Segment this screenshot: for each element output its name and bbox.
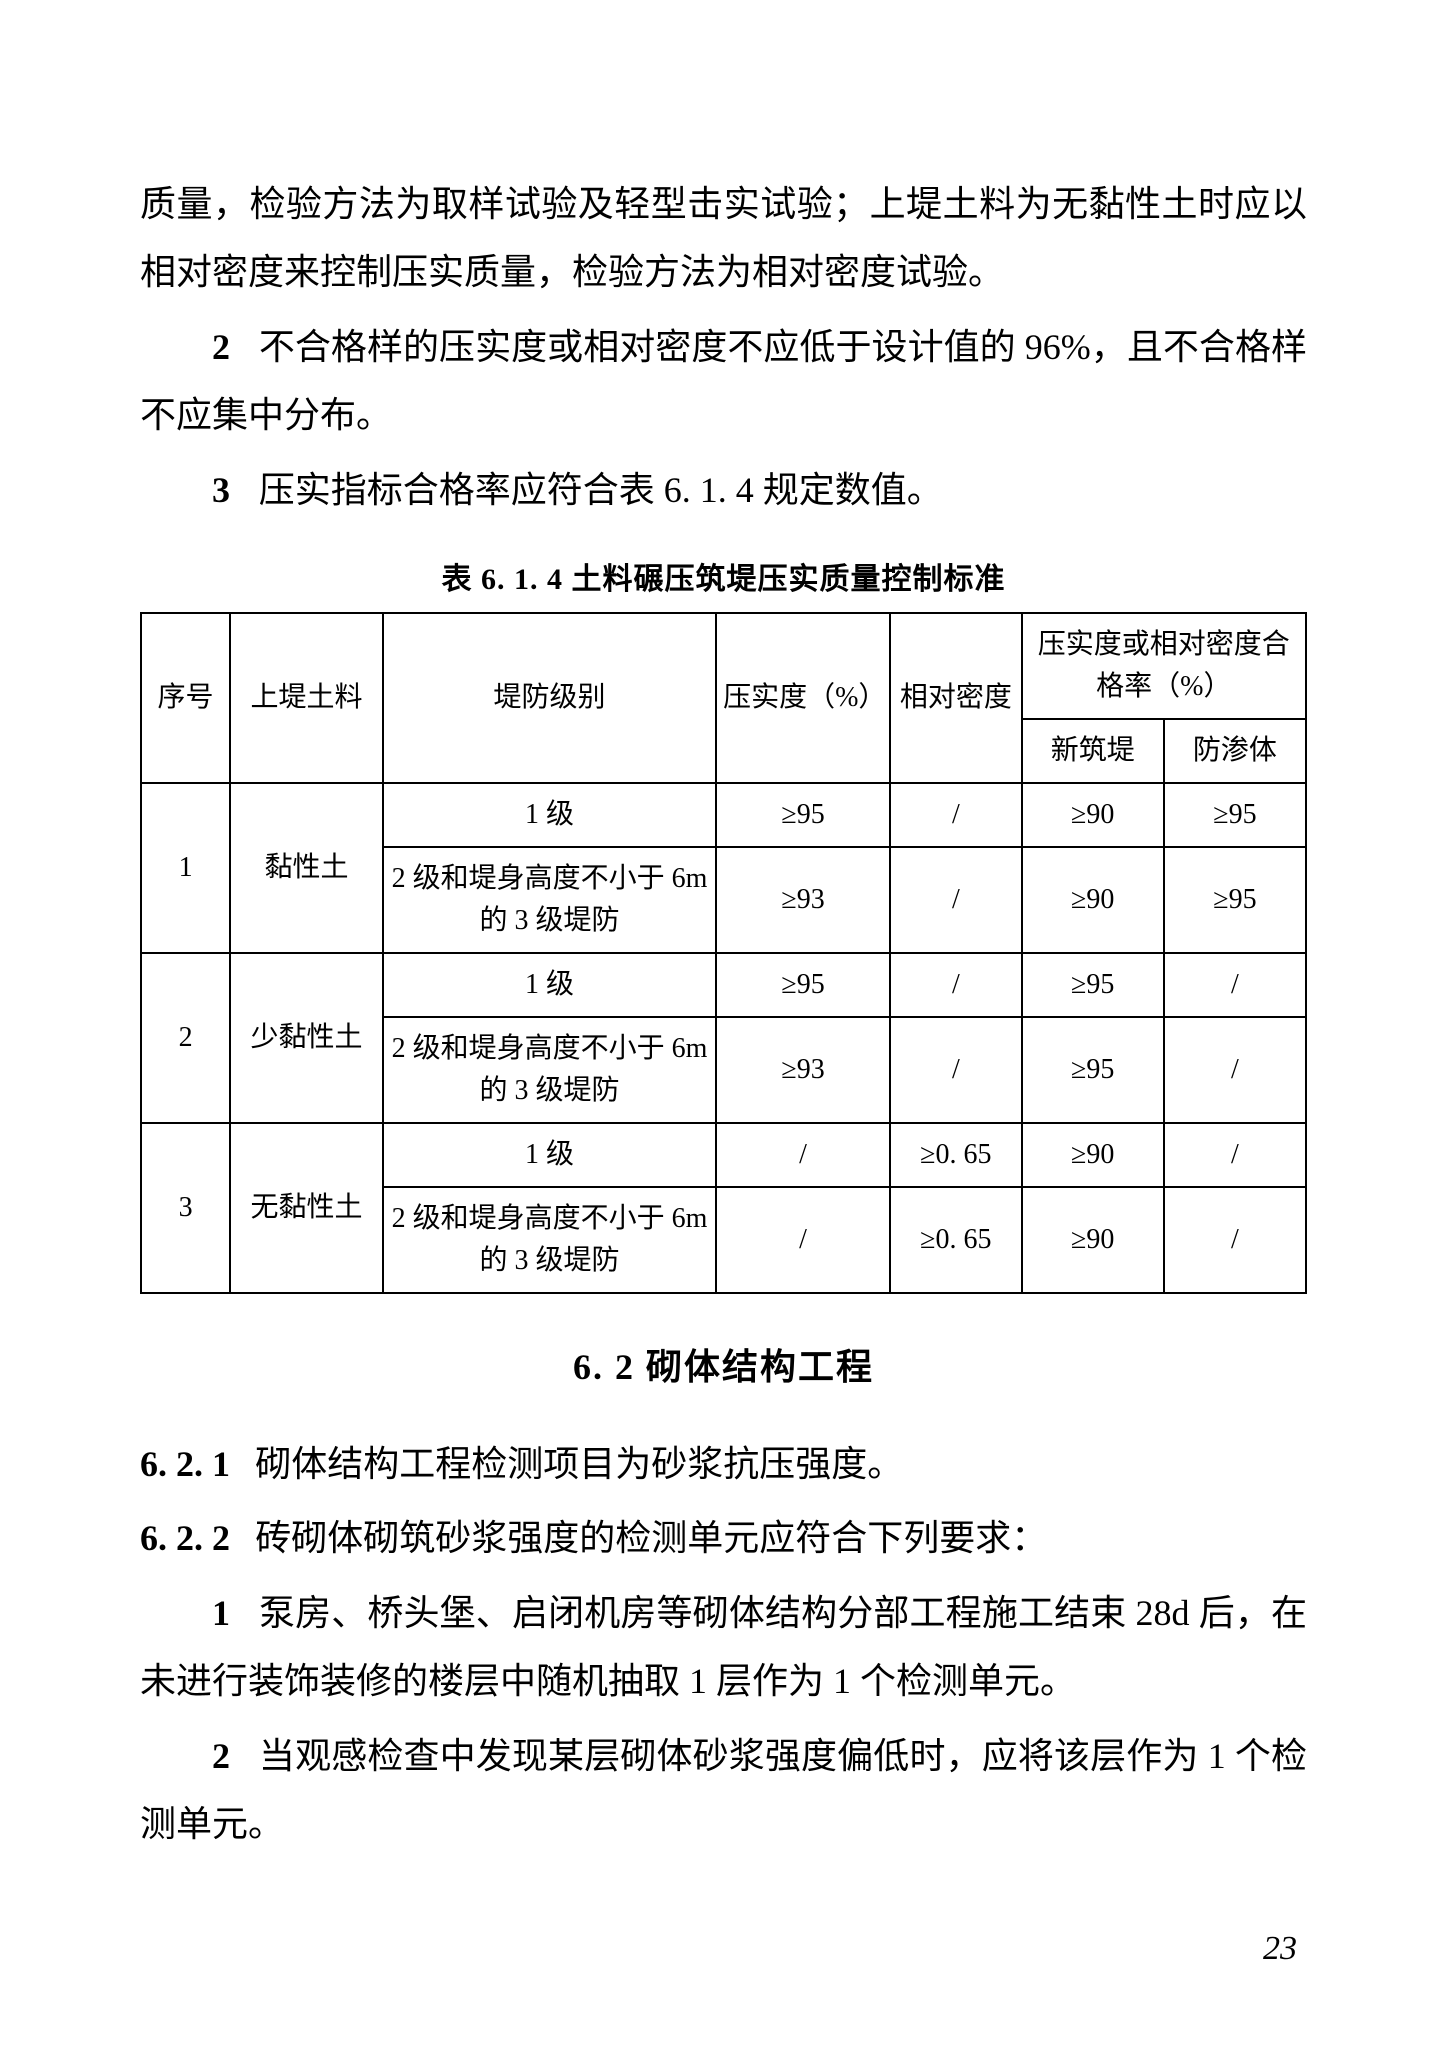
cell-newdam: ≥90 xyxy=(1022,1123,1164,1187)
section-heading-6-2: 6. 2 砌体结构工程 xyxy=(140,1338,1307,1390)
th-reldens: 相对密度 xyxy=(890,613,1022,783)
clause-text: 砌体结构工程检测项目为砂浆抗压强度。 xyxy=(255,1444,903,1484)
cell-level: 1 级 xyxy=(383,953,716,1017)
item-number: 3 xyxy=(212,470,230,510)
table-row: 2 少黏性土 1 级 ≥95 / ≥95 / xyxy=(141,953,1306,1017)
cell-newdam: ≥95 xyxy=(1022,953,1164,1017)
clause-text: 砖砌体砌筑砂浆强度的检测单元应符合下列要求： xyxy=(255,1518,1047,1558)
clause-6-2-1: 6. 2. 1 砌体结构工程检测项目为砂浆抗压强度。 xyxy=(140,1430,1307,1498)
cell-level: 2 级和堤身高度不小于 6m 的 3 级堤防 xyxy=(383,1187,716,1293)
cell-seq: 1 xyxy=(141,783,230,953)
numbered-item-2: 2不合格样的压实度或相对密度不应低于设计值的 96%，且不合格样不应集中分布。 xyxy=(140,313,1307,450)
cell-seep: ≥95 xyxy=(1164,847,1306,953)
page-number: 23 xyxy=(1263,1930,1297,1968)
cell-newdam: ≥90 xyxy=(1022,847,1164,953)
table-header-row: 序号 上堤土料 堤防级别 压实度（%） 相对密度 压实度或相对密度合格率（%） xyxy=(141,613,1306,719)
item-text: 泵房、桥头堡、启闭机房等砌体结构分部工程施工结束 28d 后，在未进行装饰装修的… xyxy=(140,1593,1307,1701)
item-number: 2 xyxy=(212,327,230,367)
clause-6-2-2: 6. 2. 2 砖砌体砌筑砂浆强度的检测单元应符合下列要求： xyxy=(140,1504,1307,1572)
th-passrate: 压实度或相对密度合格率（%） xyxy=(1022,613,1306,719)
cell-reldens: / xyxy=(890,953,1022,1017)
th-newdam: 新筑堤 xyxy=(1022,719,1164,783)
cell-compact: ≥95 xyxy=(716,783,890,847)
cell-compact: / xyxy=(716,1187,890,1293)
cell-reldens: / xyxy=(890,783,1022,847)
cell-level: 1 级 xyxy=(383,783,716,847)
table-row: 3 无黏性土 1 级 / ≥0. 65 ≥90 / xyxy=(141,1123,1306,1187)
cell-seq: 2 xyxy=(141,953,230,1123)
cell-newdam: ≥95 xyxy=(1022,1017,1164,1123)
cell-level: 1 级 xyxy=(383,1123,716,1187)
cell-reldens: / xyxy=(890,847,1022,953)
item-number: 1 xyxy=(212,1593,230,1633)
cell-soil: 黏性土 xyxy=(230,783,383,953)
cell-reldens: ≥0. 65 xyxy=(890,1123,1022,1187)
cell-newdam: ≥90 xyxy=(1022,783,1164,847)
cell-seep: / xyxy=(1164,1017,1306,1123)
cell-newdam: ≥90 xyxy=(1022,1187,1164,1293)
cell-compact: ≥95 xyxy=(716,953,890,1017)
th-level: 堤防级别 xyxy=(383,613,716,783)
clause-number: 6. 2. 2 xyxy=(140,1518,230,1558)
item-number: 2 xyxy=(212,1736,230,1776)
table-caption: 表 6. 1. 4 土料碾压筑堤压实质量控制标准 xyxy=(140,554,1307,598)
th-soil: 上堤土料 xyxy=(230,613,383,783)
cell-seq: 3 xyxy=(141,1123,230,1293)
table-row: 1 黏性土 1 级 ≥95 / ≥90 ≥95 xyxy=(141,783,1306,847)
paragraph-continuation: 质量，检验方法为取样试验及轻型击实试验；上堤土料为无黏性土时应以相对密度来控制压… xyxy=(140,170,1307,307)
cell-compact: ≥93 xyxy=(716,1017,890,1123)
cell-compact: / xyxy=(716,1123,890,1187)
cell-reldens: ≥0. 65 xyxy=(890,1187,1022,1293)
page: 质量，检验方法为取样试验及轻型击实试验；上堤土料为无黏性土时应以相对密度来控制压… xyxy=(0,0,1447,2048)
cell-seep: / xyxy=(1164,1123,1306,1187)
compaction-standards-table: 序号 上堤土料 堤防级别 压实度（%） 相对密度 压实度或相对密度合格率（%） … xyxy=(140,612,1307,1294)
cell-soil: 少黏性土 xyxy=(230,953,383,1123)
th-seep: 防渗体 xyxy=(1164,719,1306,783)
clause-6-2-2-item-1: 1泵房、桥头堡、启闭机房等砌体结构分部工程施工结束 28d 后，在未进行装饰装修… xyxy=(140,1579,1307,1716)
cell-reldens: / xyxy=(890,1017,1022,1123)
cell-soil: 无黏性土 xyxy=(230,1123,383,1293)
item-text: 当观感检查中发现某层砌体砂浆强度偏低时，应将该层作为 1 个检测单元。 xyxy=(140,1736,1307,1844)
cell-level: 2 级和堤身高度不小于 6m 的 3 级堤防 xyxy=(383,847,716,953)
numbered-item-3: 3 压实指标合格率应符合表 6. 1. 4 规定数值。 xyxy=(140,456,1307,524)
item-text: 不合格样的压实度或相对密度不应低于设计值的 96%，且不合格样不应集中分布。 xyxy=(140,327,1307,435)
item-text: 压实指标合格率应符合表 6. 1. 4 规定数值。 xyxy=(259,470,943,510)
cell-seep: ≥95 xyxy=(1164,783,1306,847)
cell-seep: / xyxy=(1164,1187,1306,1293)
th-compaction: 压实度（%） xyxy=(716,613,890,783)
clause-number: 6. 2. 1 xyxy=(140,1444,230,1484)
cell-level: 2 级和堤身高度不小于 6m 的 3 级堤防 xyxy=(383,1017,716,1123)
cell-seep: / xyxy=(1164,953,1306,1017)
th-seq: 序号 xyxy=(141,613,230,783)
clause-6-2-2-item-2: 2当观感检查中发现某层砌体砂浆强度偏低时，应将该层作为 1 个检测单元。 xyxy=(140,1722,1307,1859)
cell-compact: ≥93 xyxy=(716,847,890,953)
